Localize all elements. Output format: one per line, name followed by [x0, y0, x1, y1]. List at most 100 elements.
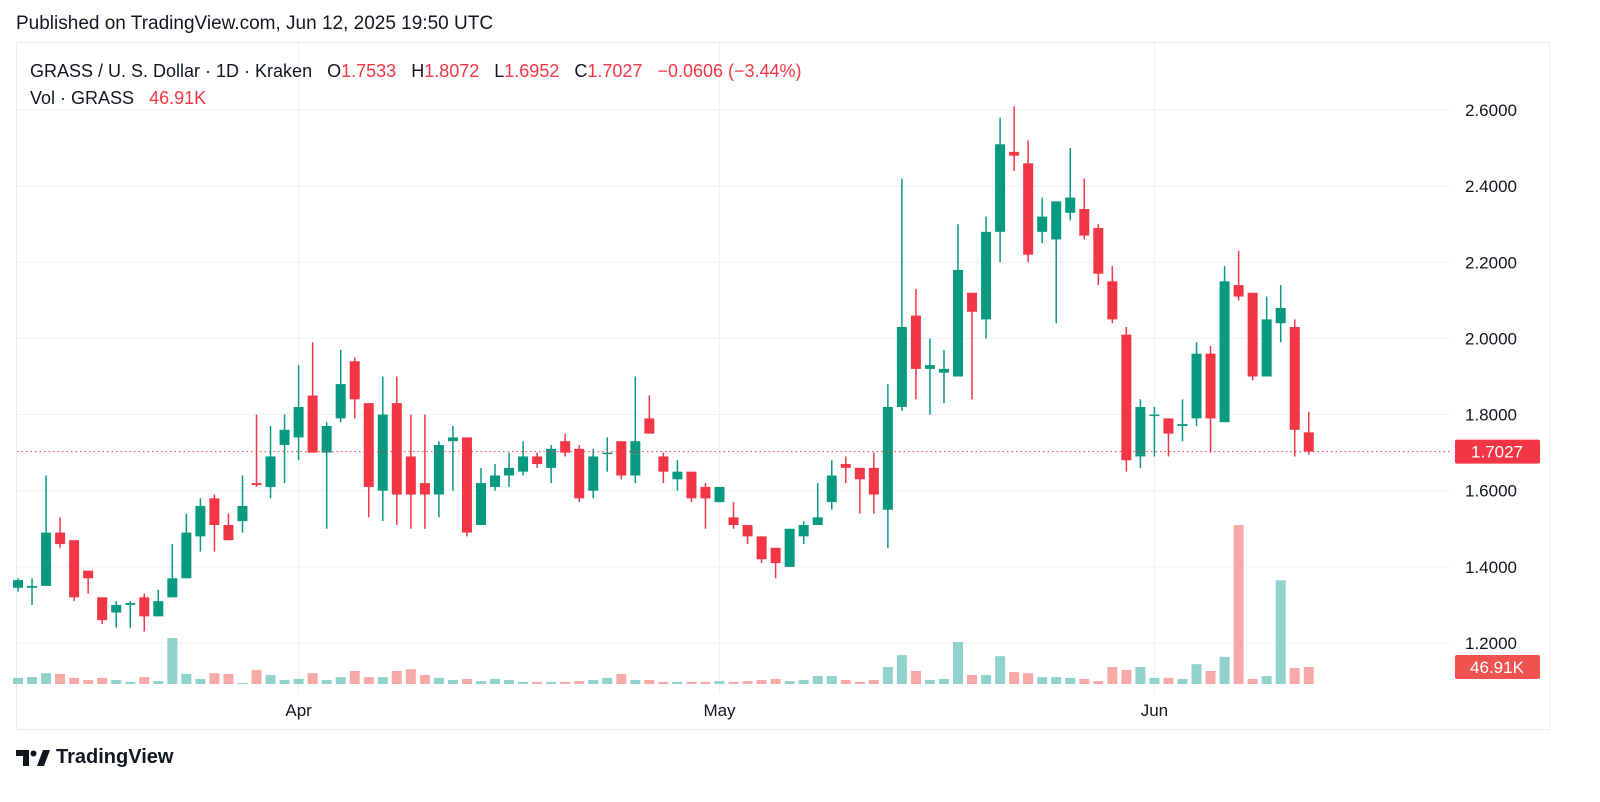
- volume-bar: [461, 678, 472, 684]
- volume-bar: [532, 681, 543, 684]
- candle-body: [237, 505, 248, 522]
- symbol-title[interactable]: GRASS / U. S. Dollar · 1D · Kraken: [30, 61, 313, 81]
- candle: [55, 517, 66, 684]
- candle-body: [546, 448, 557, 468]
- volume-bar: [574, 681, 585, 684]
- candle-body: [433, 445, 444, 495]
- candle: [321, 422, 332, 684]
- candle: [714, 486, 725, 684]
- candle-body: [882, 406, 893, 510]
- candle: [279, 414, 290, 684]
- candle: [644, 395, 655, 684]
- candle: [167, 544, 178, 684]
- chart-frame: [16, 42, 1550, 730]
- candle: [405, 414, 416, 684]
- candle-body: [251, 483, 262, 486]
- candle-body: [995, 144, 1006, 232]
- volume-bar: [321, 680, 332, 684]
- volume-bar: [868, 680, 879, 684]
- candle: [223, 513, 234, 684]
- candle-body: [1009, 151, 1020, 156]
- volume-bar: [1177, 678, 1188, 684]
- volume-bar: [686, 681, 697, 684]
- candle: [896, 178, 907, 684]
- y-tick-label: 1.6000: [1465, 482, 1517, 501]
- candle-body: [756, 536, 767, 560]
- candle: [938, 349, 949, 684]
- volume-bar: [967, 674, 978, 684]
- candle: [13, 578, 23, 684]
- candle: [1289, 319, 1300, 684]
- candle-body: [616, 441, 627, 476]
- candle-body: [349, 361, 360, 400]
- candle-body: [924, 365, 935, 369]
- candle: [574, 445, 585, 684]
- x-tick-label: May: [703, 701, 736, 720]
- volume-bar: [1289, 668, 1300, 684]
- volume-bar: [1303, 667, 1314, 684]
- volume-bar: [125, 681, 136, 684]
- candle-body: [672, 471, 683, 480]
- volume-bar: [335, 677, 346, 684]
- last-price-label: 1.7027: [1471, 443, 1523, 462]
- candle: [967, 292, 978, 684]
- candle: [840, 456, 851, 684]
- volume-bar: [588, 680, 599, 684]
- volume-bar: [616, 673, 627, 684]
- volume-bar: [405, 669, 416, 684]
- candle-body: [377, 414, 388, 491]
- candle: [125, 601, 136, 684]
- candle: [1163, 418, 1174, 684]
- candle: [672, 460, 683, 684]
- candle: [1191, 342, 1202, 684]
- volume-bar: [41, 673, 52, 684]
- y-tick-label: 2.6000: [1465, 101, 1517, 120]
- candle-body: [223, 524, 234, 541]
- candle-body: [532, 456, 543, 465]
- volume-bar: [433, 677, 444, 684]
- candle-body: [279, 429, 290, 446]
- volume-bar: [181, 673, 192, 684]
- candle-body: [742, 524, 753, 537]
- candle-body: [69, 540, 80, 598]
- volume-bar: [475, 681, 486, 684]
- candle-body: [1247, 292, 1258, 377]
- candle-body: [490, 475, 501, 487]
- volume-bar: [419, 674, 430, 684]
- volume-bar: [518, 681, 529, 684]
- candle: [616, 441, 627, 684]
- volume-bar: [195, 678, 206, 684]
- volume-bar: [882, 667, 893, 684]
- candle: [1275, 285, 1286, 684]
- candle-body: [475, 483, 486, 525]
- volume-bar: [924, 680, 935, 684]
- open-value: 1.7533: [341, 61, 397, 81]
- candle: [111, 601, 122, 684]
- volume-bar: [1037, 677, 1048, 684]
- candle: [307, 342, 318, 684]
- candle-body: [910, 315, 921, 369]
- candle-body: [419, 483, 430, 495]
- volume-bar: [139, 677, 150, 684]
- candle-body: [391, 403, 402, 495]
- candle-body: [770, 547, 781, 564]
- volume-value: 46.91K: [149, 88, 207, 108]
- volume-label[interactable]: Vol · GRASS: [30, 88, 135, 108]
- volume-bar: [756, 680, 767, 684]
- candle: [981, 216, 992, 684]
- tradingview-logo[interactable]: TradingView: [16, 746, 173, 769]
- candle-body: [447, 437, 458, 442]
- candle: [868, 452, 879, 684]
- candle-body: [1303, 432, 1314, 452]
- volume-bar: [1079, 678, 1090, 684]
- volume-bar: [896, 655, 907, 684]
- candle-body: [27, 585, 38, 588]
- volume-bar: [13, 677, 23, 684]
- candle: [490, 464, 501, 684]
- volume-bar: [938, 678, 949, 684]
- candle-body: [953, 269, 964, 377]
- candle-body: [728, 517, 739, 525]
- candle: [1023, 140, 1034, 684]
- volume-bar: [265, 674, 276, 684]
